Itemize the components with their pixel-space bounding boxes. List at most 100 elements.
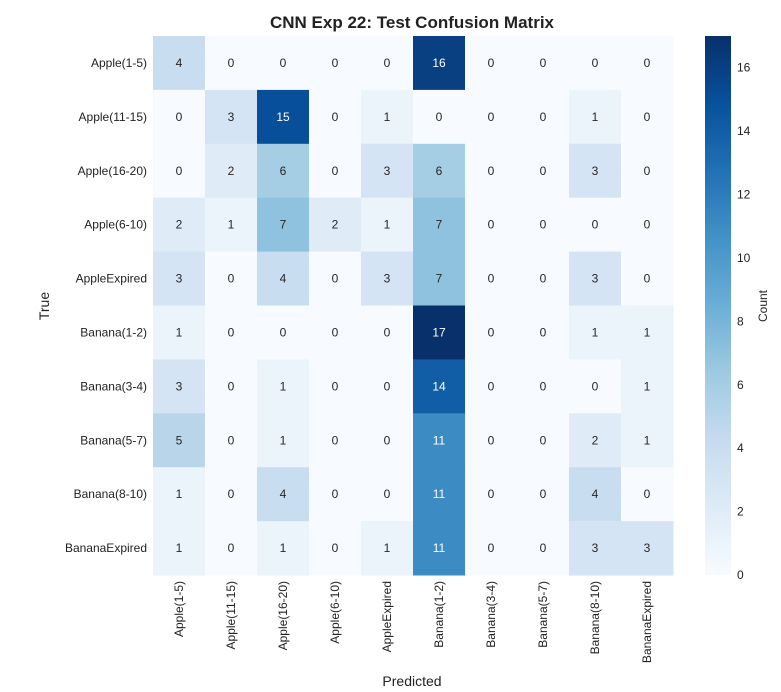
- heatmap-cell: [153, 89, 206, 145]
- heatmap-cell: [361, 467, 414, 522]
- heatmap-cell: [205, 89, 258, 145]
- heatmap-cell-value: 0: [488, 433, 495, 447]
- heatmap-cell-value: 1: [280, 541, 287, 555]
- heatmap-cell: [309, 413, 362, 468]
- heatmap-cell-labels: 4 0 0 0 0 16 0 0 0 00 3 15 0 1 0 0 0 1 00 2 6 0 3 6 0 0 3 02 1 7 2 1 7 0 0…: [176, 56, 651, 555]
- heatmap-cell: [465, 143, 518, 199]
- heatmap-cell-value: 0: [280, 325, 287, 339]
- heatmap-cell: [465, 359, 518, 414]
- heatmap-cell: [153, 197, 206, 253]
- heatmap-cell-value: 0: [644, 487, 651, 501]
- heatmap-cell-value: 7: [436, 218, 443, 232]
- heatmap-cell: [205, 521, 258, 576]
- x-tick-label: Apple(1-5): [172, 581, 186, 637]
- heatmap-cell: [569, 305, 622, 360]
- y-axis-label: True: [36, 292, 52, 320]
- heatmap-cell: [205, 305, 258, 360]
- heatmap-cell-value: 0: [228, 433, 235, 447]
- heatmap-cell: [569, 359, 622, 414]
- heatmap-cell: [309, 359, 362, 414]
- heatmap-cell: [413, 89, 466, 145]
- heatmap-cell-value: 0: [332, 541, 339, 555]
- heatmap-cell: [153, 359, 206, 414]
- heatmap-cell: [413, 467, 466, 522]
- heatmap-cell: [257, 251, 310, 306]
- heatmap-cell-value: 4: [280, 487, 287, 501]
- heatmap-cell: [517, 305, 570, 360]
- heatmap-cell: [153, 521, 206, 576]
- heatmap-cell-value: 0: [488, 110, 495, 124]
- x-tick-label: Banana(1-2): [432, 581, 446, 648]
- heatmap-cell-value: 11: [433, 433, 446, 447]
- heatmap-cell-value: 4: [280, 272, 287, 286]
- heatmap-cell-value: 1: [644, 325, 651, 339]
- heatmap-cell-value: 0: [332, 433, 339, 447]
- heatmap-cell: [309, 467, 362, 522]
- x-tick-label: Apple(6-10): [328, 581, 342, 644]
- heatmap-cell: [309, 89, 362, 145]
- y-tick-label: Apple(11-15): [79, 110, 147, 124]
- heatmap-cell-value: 0: [540, 379, 547, 393]
- heatmap-cell: [517, 521, 570, 576]
- heatmap-cell: [413, 251, 466, 306]
- colorbar-tick-label: 0: [737, 568, 744, 582]
- heatmap-cell-value: 4: [592, 487, 599, 501]
- heatmap-cell: [621, 467, 674, 522]
- heatmap-cell-value: 0: [176, 110, 183, 124]
- colorbar-tick-label: 12: [737, 188, 751, 202]
- x-tick-label: Banana(5-7): [536, 581, 550, 648]
- y-tick-label: Banana(3-4): [80, 379, 147, 393]
- heatmap-cell: [465, 467, 518, 522]
- heatmap-cell-value: 3: [176, 272, 183, 286]
- y-tick-label: Apple(6-10): [84, 218, 147, 232]
- x-tick-label: AppleExpired: [380, 581, 394, 652]
- colorbar-tick-label: 4: [737, 441, 744, 455]
- heatmap-cell: [517, 251, 570, 306]
- heatmap-cell-value: 2: [332, 218, 339, 232]
- heatmap-cell-value: 1: [228, 218, 235, 232]
- heatmap-cell-value: 11: [433, 541, 446, 555]
- heatmap-cell: [205, 143, 258, 199]
- heatmap-cell: [569, 36, 622, 91]
- heatmap-cell: [153, 305, 206, 360]
- heatmap-cell: [361, 36, 414, 91]
- heatmap-cell-value: 0: [488, 272, 495, 286]
- heatmap-cell: [309, 143, 362, 199]
- heatmap-cell: [517, 413, 570, 468]
- heatmap-cell: [621, 143, 674, 199]
- heatmap-cell-value: 3: [592, 541, 599, 555]
- heatmap-cell-value: 0: [384, 325, 391, 339]
- heatmap-cell: [205, 359, 258, 414]
- heatmap-cell: [205, 197, 258, 253]
- heatmap-cell: [257, 143, 310, 199]
- heatmap-cell: [465, 89, 518, 145]
- heatmap-cell: [361, 359, 414, 414]
- colorbar-tick-label: 2: [737, 505, 744, 519]
- heatmap-cell: [153, 467, 206, 522]
- heatmap-cell-value: 1: [176, 541, 183, 555]
- heatmap-cell: [309, 36, 362, 91]
- heatmap-cell-value: 1: [280, 433, 287, 447]
- y-tick-label: AppleExpired: [76, 272, 147, 286]
- heatmap-cell-value: 0: [228, 325, 235, 339]
- heatmap-cell-value: 7: [280, 218, 287, 232]
- heatmap-cell-value: 0: [332, 272, 339, 286]
- heatmap-cell-value: 6: [436, 164, 443, 178]
- colorbar-tick-label: 8: [737, 314, 744, 328]
- heatmap-cell: [153, 143, 206, 199]
- heatmap-cell: [621, 36, 674, 91]
- heatmap-cell-value: 0: [488, 487, 495, 501]
- heatmap-cell-value: 0: [488, 56, 495, 70]
- heatmap-cell-value: 0: [644, 56, 651, 70]
- heatmap-cell-value: 0: [228, 56, 235, 70]
- heatmap-cell: [257, 521, 310, 576]
- heatmap-cell-value: 2: [228, 164, 235, 178]
- heatmap-cell: [153, 251, 206, 306]
- heatmap-cell-value: 0: [384, 379, 391, 393]
- heatmap-cell: [413, 359, 466, 414]
- heatmap-cell: [413, 197, 466, 253]
- heatmap-cell: [309, 305, 362, 360]
- heatmap-cell: [621, 413, 674, 468]
- heatmap-cell-value: 0: [436, 110, 443, 124]
